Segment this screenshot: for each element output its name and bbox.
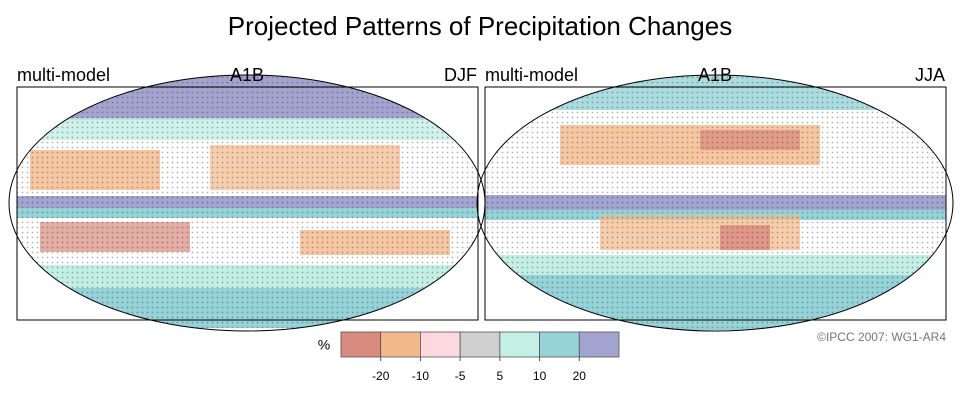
map-pattern <box>485 75 946 331</box>
panel-model: multi-model <box>17 65 110 85</box>
credit: ©IPCC 2007: WG1-AR4 <box>817 330 946 344</box>
map-border <box>16 86 479 321</box>
panel-model: multi-model <box>485 65 578 85</box>
panel-season: JJA <box>915 65 945 85</box>
map-border <box>484 86 947 321</box>
panel-scenario: A1B <box>698 65 732 85</box>
colorbar-swatch <box>340 331 382 358</box>
colorbar-tick-label: 5 <box>497 369 504 383</box>
colorbar-unit: % <box>318 337 330 353</box>
colorbar-tick-label: 10 <box>533 369 547 383</box>
colorbar: -20 -10 -5 5 10 20 <box>340 331 620 383</box>
colorbar-swatch <box>539 331 580 358</box>
colorbar-swatch <box>380 331 421 358</box>
colorbar-swatch <box>578 331 620 358</box>
map-pattern <box>17 75 478 331</box>
colorbar-tick-label: 20 <box>573 369 587 383</box>
map-left <box>8 74 486 332</box>
colorbar-swatch <box>499 331 540 358</box>
map-outline <box>476 74 954 332</box>
colorbar-tick-label: -10 <box>412 369 430 383</box>
title: Projected Patterns of Precipitation Chan… <box>228 11 732 41</box>
panel-scenario: A1B <box>230 65 264 85</box>
colorbar-tick-label: -5 <box>455 369 466 383</box>
colorbar-swatch <box>459 331 501 358</box>
panel-season: DJF <box>444 65 477 85</box>
colorbar-tick-label: -20 <box>372 369 390 383</box>
map-right <box>476 74 954 332</box>
colorbar-swatch <box>420 331 461 358</box>
